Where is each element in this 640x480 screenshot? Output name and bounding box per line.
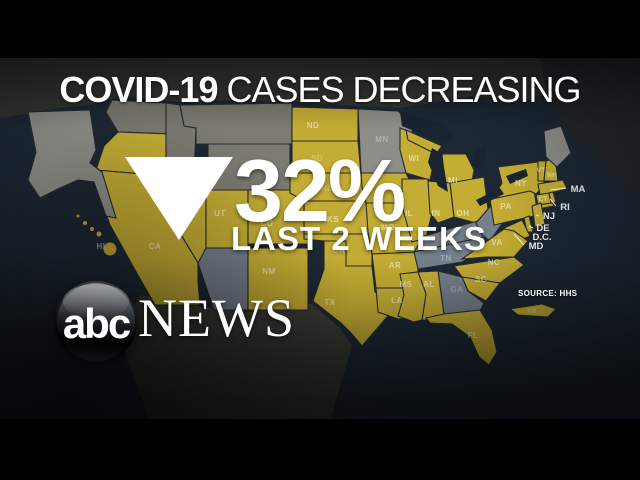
state-label-tx: TX xyxy=(324,298,335,307)
state-label-va: VA xyxy=(491,238,503,247)
source-attribution: SOURCE: HHS xyxy=(518,289,578,298)
state-label-mi: MI xyxy=(448,176,458,185)
callout-label-ma: MA xyxy=(571,184,586,195)
stat-caption: LAST 2 WEEKS xyxy=(231,220,487,257)
state-label-fl: FL xyxy=(468,331,479,340)
letterbox-top xyxy=(0,0,640,58)
state-label-il: IL xyxy=(405,209,413,218)
abc-logo-text: abc xyxy=(62,300,131,347)
state-label-ms: MS xyxy=(400,280,413,289)
state-label-sc: SC xyxy=(475,275,487,284)
state-label-nc: NC xyxy=(488,258,501,267)
callout-label-nj: NJ xyxy=(543,211,555,222)
state-label-oh: OH xyxy=(457,209,470,218)
letterbox-bottom xyxy=(0,419,640,480)
state-label-ca: CA xyxy=(149,242,162,251)
state-label-vt: VT xyxy=(537,167,546,174)
state-label-ct: CT xyxy=(538,196,547,203)
abc-logo-circle: abc xyxy=(55,281,137,363)
news-wordmark: NEWS xyxy=(138,288,295,348)
state-label-in: IN xyxy=(432,209,441,218)
headline: COVID-19 CASES DECREASING xyxy=(0,72,640,108)
callout-label-md: MD xyxy=(529,241,544,252)
callout-label-ri: RI xyxy=(560,202,570,213)
state-label-hi: HI xyxy=(97,242,106,251)
headline-text: CASES DECREASING xyxy=(226,69,581,110)
state-label-ny: NY xyxy=(515,179,527,188)
headline-topic: COVID-19 xyxy=(59,69,218,110)
state-label-ga: GA xyxy=(451,285,464,294)
state-label-wi: WI xyxy=(409,154,420,163)
state-label-nd: ND xyxy=(307,121,320,130)
state-label-la: LA xyxy=(391,296,403,305)
state-label-pa: PA xyxy=(500,202,512,211)
state-label-al: AL xyxy=(423,280,435,289)
state-label-ut: UT xyxy=(214,209,226,218)
state-label-pr: PR xyxy=(527,308,537,315)
state-label-ar: AR xyxy=(389,261,402,270)
state-label-nm: NM xyxy=(262,267,275,276)
state-label-nh: NH xyxy=(547,172,557,179)
